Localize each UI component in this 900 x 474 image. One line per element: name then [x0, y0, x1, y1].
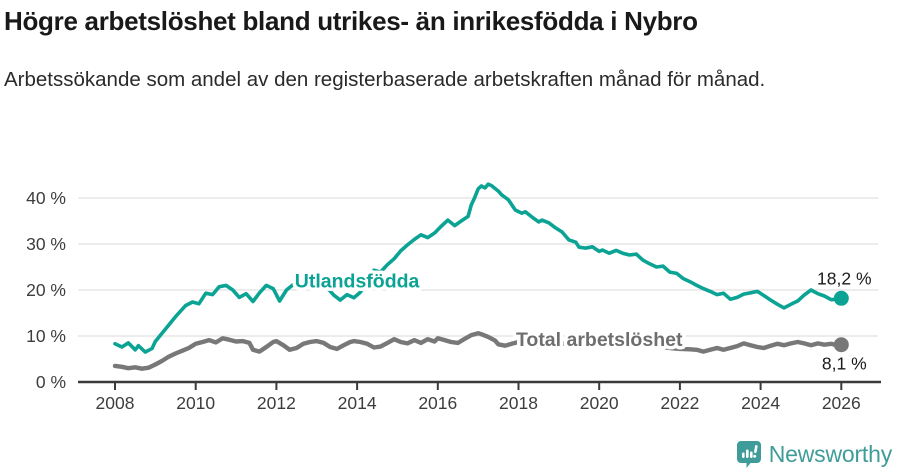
series-label-utlandsfodda: Utlandsfödda: [295, 270, 420, 292]
x-axis-label: 2026: [822, 393, 861, 413]
series-end-value-label: 18,2 %: [817, 268, 871, 288]
x-axis-label: 2010: [176, 393, 215, 413]
y-axis-label: 20 %: [26, 280, 66, 300]
unemployment-line-chart: 2008 2010 2012 2014 2016 2018 2020 2022 2024 2026…: [26, 182, 881, 413]
x-axis-label: 2014: [338, 393, 377, 413]
y-axis-label: 30 %: [26, 234, 66, 254]
x-axis-label: 2008: [96, 393, 135, 413]
series-end-dot: [833, 290, 849, 306]
series-end-value-label: 8,1 %: [822, 354, 867, 374]
y-axis-label: 0 %: [36, 372, 66, 392]
series-line-total: [112, 330, 844, 371]
y-axis-label: 40 %: [26, 188, 66, 208]
page-title: Högre arbetslöshet bland utrikes- än inr…: [4, 6, 698, 36]
x-axis-label: 2012: [257, 393, 296, 413]
newsworthy-brand-text: Newsworthy: [768, 440, 892, 467]
series-label-total: Total arbetslöshet: [516, 329, 683, 351]
x-axis-label: 2020: [580, 393, 619, 413]
series-end-dot: [833, 337, 849, 353]
newsworthy-branding: Newsworthy: [736, 439, 892, 469]
newsworthy-logo-icon: [736, 440, 761, 468]
x-axis-label: 2016: [418, 393, 457, 413]
x-axis-label: 2018: [499, 393, 538, 413]
series-line-utlandsfodda: [113, 182, 844, 354]
x-axis-label: 2024: [741, 393, 780, 413]
x-axis-label: 2022: [660, 393, 699, 413]
y-axis-label: 10 %: [26, 326, 66, 346]
chart-subtitle: Arbetssökande som andel av den registerb…: [4, 68, 766, 91]
